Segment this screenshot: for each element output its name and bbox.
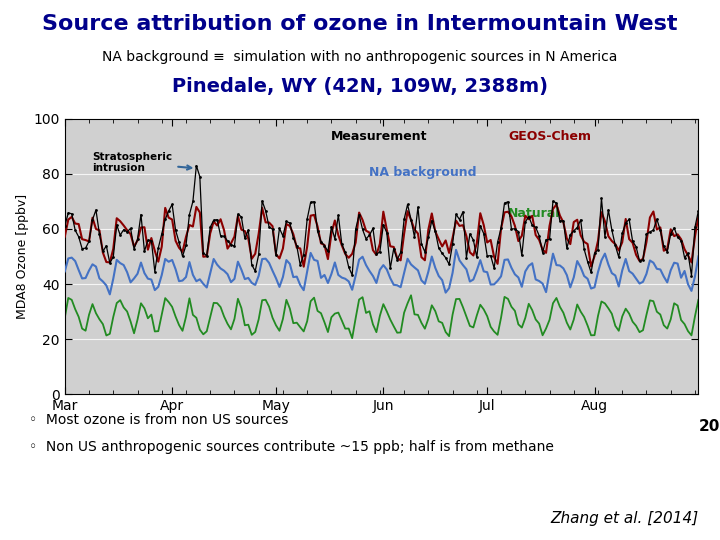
Text: 2006: 2006 <box>698 419 720 434</box>
Text: GEOS-Chem: GEOS-Chem <box>508 130 591 143</box>
Text: ◦  Non US anthropogenic sources contribute ~15 ppb; half is from methane: ◦ Non US anthropogenic sources contribut… <box>29 440 554 454</box>
Text: Zhang et al. [2014]: Zhang et al. [2014] <box>550 511 698 526</box>
Text: Pinedale, WY (42N, 109W, 2388m): Pinedale, WY (42N, 109W, 2388m) <box>172 77 548 96</box>
Y-axis label: MDA8 Ozone [ppbv]: MDA8 Ozone [ppbv] <box>17 194 30 319</box>
Text: ◦  Most ozone is from non US sources: ◦ Most ozone is from non US sources <box>29 413 288 427</box>
Text: Natural: Natural <box>508 207 561 220</box>
Text: NA background ≡  simulation with no anthropogenic sources in N America: NA background ≡ simulation with no anthr… <box>102 50 618 64</box>
Text: Source attribution of ozone in Intermountain West: Source attribution of ozone in Intermoun… <box>42 14 678 33</box>
Text: Measurement: Measurement <box>331 130 428 143</box>
Text: NA background: NA background <box>369 166 477 179</box>
Text: Stratospheric
intrusion: Stratospheric intrusion <box>92 152 192 173</box>
